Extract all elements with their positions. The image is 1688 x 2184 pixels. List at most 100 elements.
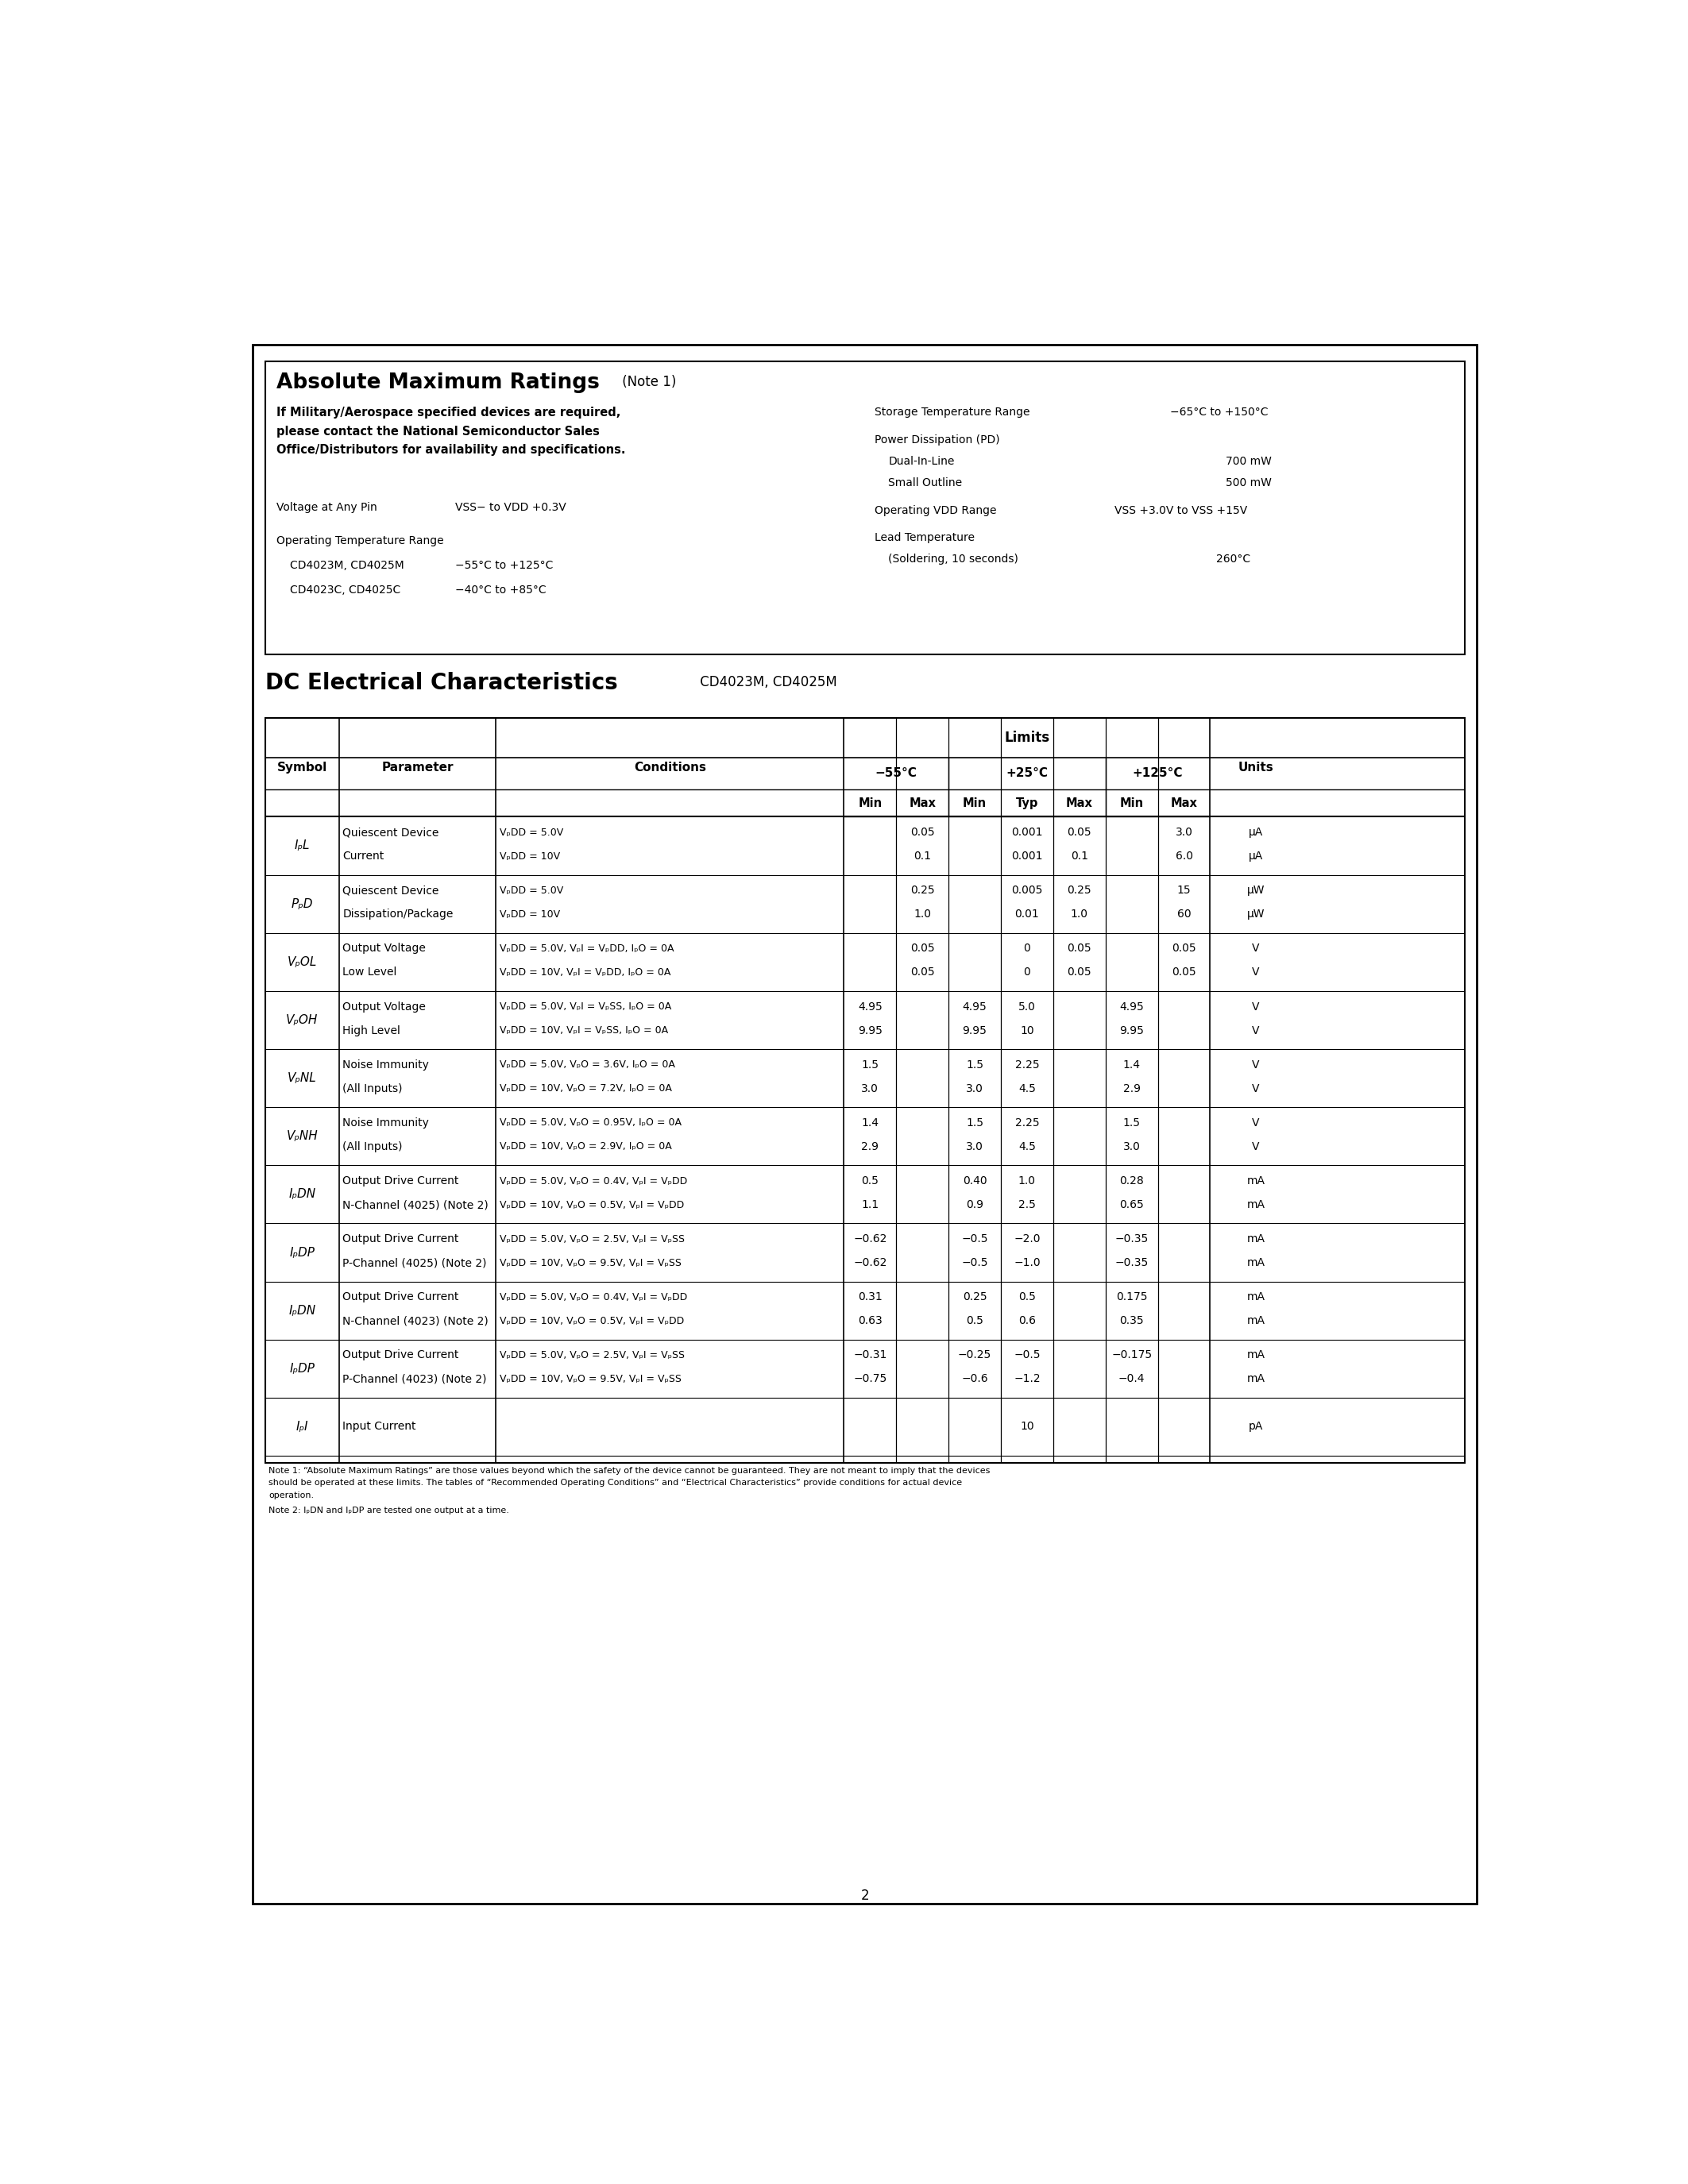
Text: VₚDD = 5.0V, VₚO = 2.5V, VₚI = VₚSS: VₚDD = 5.0V, VₚO = 2.5V, VₚI = VₚSS (500, 1234, 685, 1245)
Text: 2.25: 2.25 (1014, 1118, 1040, 1129)
Text: −0.5: −0.5 (1014, 1350, 1040, 1361)
Text: −55°C to +125°C: −55°C to +125°C (454, 559, 552, 570)
Text: Max: Max (1170, 797, 1197, 808)
Text: 0: 0 (1023, 968, 1030, 978)
Text: Parameter: Parameter (381, 762, 454, 773)
Text: 0.05: 0.05 (910, 828, 935, 839)
Text: IₚDN: IₚDN (289, 1188, 316, 1201)
Text: operation.: operation. (268, 1492, 314, 1498)
Text: VₚDD = 5.0V, VₚO = 0.4V, VₚI = VₚDD: VₚDD = 5.0V, VₚO = 0.4V, VₚI = VₚDD (500, 1175, 687, 1186)
Text: Power Dissipation (PD): Power Dissipation (PD) (874, 435, 999, 446)
Text: 4.95: 4.95 (962, 1000, 987, 1011)
Text: Quiescent Device: Quiescent Device (343, 828, 439, 839)
Text: PₚD: PₚD (292, 898, 312, 911)
Text: VₚDD = 5.0V, VₚO = 2.5V, VₚI = VₚSS: VₚDD = 5.0V, VₚO = 2.5V, VₚI = VₚSS (500, 1350, 685, 1361)
Text: 3.0: 3.0 (966, 1083, 984, 1094)
Text: 1.0: 1.0 (913, 909, 932, 919)
Text: Small Outline: Small Outline (888, 478, 962, 489)
Text: 0.28: 0.28 (1119, 1175, 1144, 1186)
Text: Max: Max (1065, 797, 1092, 808)
Text: VₚNH: VₚNH (287, 1131, 317, 1142)
Text: VₚDD = 10V, VₚI = VₚDD, IₚO = 0A: VₚDD = 10V, VₚI = VₚDD, IₚO = 0A (500, 968, 670, 978)
Text: Note 1: “Absolute Maximum Ratings” are those values beyond which the safety of t: Note 1: “Absolute Maximum Ratings” are t… (268, 1468, 991, 1474)
Text: VₚDD = 5.0V, VₚI = VₚSS, IₚO = 0A: VₚDD = 5.0V, VₚI = VₚSS, IₚO = 0A (500, 1002, 672, 1011)
Text: N-Channel (4023) (Note 2): N-Channel (4023) (Note 2) (343, 1315, 490, 1326)
Text: 0.05: 0.05 (910, 943, 935, 954)
Text: −2.0: −2.0 (1014, 1234, 1040, 1245)
Text: 2.9: 2.9 (861, 1142, 879, 1153)
Text: Noise Immunity: Noise Immunity (343, 1118, 429, 1129)
Text: VₚDD = 5.0V, VₚO = 0.95V, IₚO = 0A: VₚDD = 5.0V, VₚO = 0.95V, IₚO = 0A (500, 1118, 682, 1129)
Text: mA: mA (1246, 1258, 1264, 1269)
Text: 700 mW: 700 mW (1225, 456, 1271, 467)
Text: Absolute Maximum Ratings: Absolute Maximum Ratings (277, 371, 599, 393)
Text: 0.9: 0.9 (966, 1199, 984, 1210)
Text: 0.40: 0.40 (962, 1175, 987, 1186)
Text: Max: Max (908, 797, 935, 808)
Text: 0.31: 0.31 (858, 1291, 883, 1302)
Text: 0.01: 0.01 (1014, 909, 1040, 919)
Text: 0.05: 0.05 (1171, 968, 1197, 978)
Text: pA: pA (1249, 1422, 1263, 1433)
Text: should be operated at these limits. The tables of “Recommended Operating Conditi: should be operated at these limits. The … (268, 1479, 962, 1487)
Text: 0.5: 0.5 (861, 1175, 879, 1186)
Text: 6.0: 6.0 (1175, 852, 1193, 863)
Text: 0.25: 0.25 (962, 1291, 987, 1302)
Text: 9.95: 9.95 (1119, 1024, 1144, 1035)
Text: VₚDD = 10V, VₚO = 2.9V, IₚO = 0A: VₚDD = 10V, VₚO = 2.9V, IₚO = 0A (500, 1142, 672, 1151)
Text: −0.5: −0.5 (962, 1234, 987, 1245)
Text: 0.005: 0.005 (1011, 885, 1043, 895)
Text: VₚDD = 10V, VₚO = 9.5V, VₚI = VₚSS: VₚDD = 10V, VₚO = 9.5V, VₚI = VₚSS (500, 1258, 682, 1269)
Text: 260°C: 260°C (1217, 555, 1251, 566)
Text: 0.1: 0.1 (1070, 852, 1089, 863)
Text: Output Drive Current: Output Drive Current (343, 1234, 459, 1245)
Text: 0.05: 0.05 (1067, 943, 1092, 954)
Text: −40°C to +85°C: −40°C to +85°C (454, 585, 545, 596)
Text: Operating Temperature Range: Operating Temperature Range (277, 535, 444, 546)
Text: −0.35: −0.35 (1114, 1258, 1148, 1269)
Text: −0.5: −0.5 (962, 1258, 987, 1269)
Text: Dual-In-Line: Dual-In-Line (888, 456, 954, 467)
Text: Office/Distributors for availability and specifications.: Office/Distributors for availability and… (277, 443, 625, 456)
Text: 500 mW: 500 mW (1225, 478, 1271, 489)
Text: N-Channel (4025) (Note 2): N-Channel (4025) (Note 2) (343, 1199, 490, 1210)
Text: Min: Min (962, 797, 987, 808)
Text: 15: 15 (1177, 885, 1192, 895)
Text: 4.5: 4.5 (1018, 1083, 1036, 1094)
Text: 4.95: 4.95 (1119, 1000, 1144, 1011)
Text: If Military/Aerospace specified devices are required,: If Military/Aerospace specified devices … (277, 406, 621, 419)
Text: μA: μA (1249, 852, 1263, 863)
Text: V: V (1252, 1142, 1259, 1153)
Text: μA: μA (1249, 828, 1263, 839)
Text: VₚDD = 5.0V, VₚI = VₚDD, IₚO = 0A: VₚDD = 5.0V, VₚI = VₚDD, IₚO = 0A (500, 943, 674, 954)
Text: CD4023M, CD4025M: CD4023M, CD4025M (290, 559, 403, 570)
Text: −0.62: −0.62 (852, 1234, 886, 1245)
Text: mA: mA (1246, 1350, 1264, 1361)
Text: 2.5: 2.5 (1018, 1199, 1036, 1210)
Text: V: V (1252, 943, 1259, 954)
Text: 0: 0 (1023, 943, 1030, 954)
Text: V: V (1252, 1024, 1259, 1035)
Text: 0.5: 0.5 (966, 1315, 984, 1326)
Text: 1.4: 1.4 (1123, 1059, 1141, 1070)
Text: +125°C: +125°C (1133, 767, 1183, 780)
Text: 0.1: 0.1 (913, 852, 932, 863)
Text: +25°C: +25°C (1006, 767, 1048, 780)
Text: CD4023M, CD4025M: CD4023M, CD4025M (695, 675, 837, 690)
Text: 0.175: 0.175 (1116, 1291, 1148, 1302)
Text: −0.175: −0.175 (1111, 1350, 1151, 1361)
Text: Dissipation/Package: Dissipation/Package (343, 909, 454, 919)
Text: Lead Temperature: Lead Temperature (874, 533, 974, 544)
Text: Noise Immunity: Noise Immunity (343, 1059, 429, 1070)
Text: CD4023C, CD4025C: CD4023C, CD4025C (290, 585, 400, 596)
Text: Output Voltage: Output Voltage (343, 1000, 425, 1011)
Text: Current: Current (343, 852, 385, 863)
Text: IₚDP: IₚDP (289, 1247, 316, 1258)
Text: −0.62: −0.62 (852, 1258, 886, 1269)
Text: Output Drive Current: Output Drive Current (343, 1291, 459, 1302)
Text: mA: mA (1246, 1374, 1264, 1385)
Text: Voltage at Any Pin: Voltage at Any Pin (277, 502, 376, 513)
Text: 3.0: 3.0 (966, 1142, 984, 1153)
Text: 1.4: 1.4 (861, 1118, 879, 1129)
Text: mA: mA (1246, 1291, 1264, 1302)
